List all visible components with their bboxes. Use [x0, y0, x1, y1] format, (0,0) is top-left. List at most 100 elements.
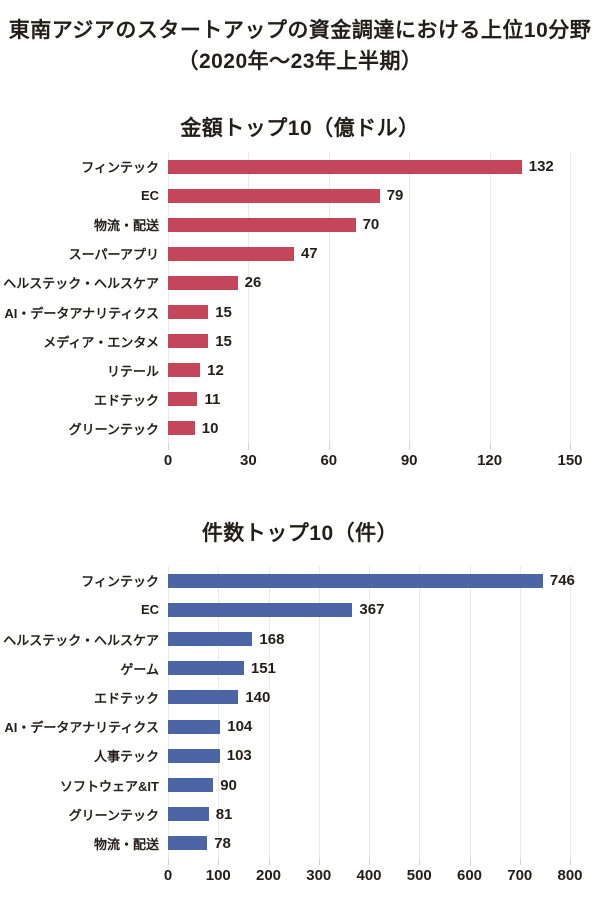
- category-label: 物流・配送: [93, 218, 159, 234]
- bar-row: リテール 12: [107, 356, 570, 385]
- bar-rows: フィンテック 746 EC 367 ヘルステック・ヘルスケア 168 ゲーム 151 エドテック…: [3, 566, 575, 858]
- category-label: ヘルステック・ヘルスケア: [3, 632, 159, 648]
- category-label: フィンテック: [81, 160, 159, 176]
- bar-row: メディア・エンタメ 15: [43, 327, 570, 356]
- value-label: 140: [245, 688, 271, 706]
- axis-tick-label: 700: [507, 867, 533, 884]
- bar: [168, 363, 201, 378]
- value-label: 15: [215, 332, 232, 350]
- axis-tick-label: 0: [163, 867, 173, 884]
- gridline: [570, 566, 571, 858]
- axis-tick-label: 90: [400, 452, 418, 469]
- gridline: [218, 566, 220, 858]
- axis-tick: [328, 443, 330, 450]
- axis-tick: [369, 858, 370, 865]
- chart-funding-amount-title: 金額トップ10（億ドル）: [180, 117, 420, 140]
- value-label: 168: [259, 630, 285, 648]
- bar: [168, 602, 353, 617]
- value-label: 78: [214, 834, 231, 852]
- bar-rows: フィンテック 132 EC 79 物流・配送 70 スーパーアプリ 47 ヘルステック・ヘルスケ…: [3, 152, 570, 443]
- bar: [168, 719, 221, 734]
- bar-row: フィンテック 746: [81, 566, 575, 595]
- bar-row: グリーンテック 81: [69, 800, 570, 829]
- axis-tick-label: 100: [205, 867, 231, 884]
- value-label: 11: [204, 390, 221, 408]
- value-label: 47: [300, 245, 318, 263]
- bar: [168, 392, 198, 407]
- gridline: [318, 566, 320, 858]
- gridline: [419, 566, 421, 858]
- axis-tick: [268, 858, 270, 865]
- axis-tick-label: 120: [477, 452, 503, 469]
- chart-deal-count: 件数トップ10（件） 0 100 200 300 400 500 600 700 800 フィンテ…: [0, 517, 600, 884]
- gridline: [489, 152, 491, 443]
- axis-tick: [318, 858, 320, 865]
- axis-tick-label: 30: [240, 452, 257, 469]
- axis-tick-label: 200: [255, 867, 282, 884]
- bar-row: エドテック 11: [94, 385, 570, 414]
- axis-tick: [409, 443, 411, 450]
- category-label: グリーンテック: [68, 421, 159, 437]
- category-label: ゲーム: [120, 661, 159, 677]
- axis-tick: [469, 858, 471, 865]
- gridline: [268, 566, 270, 858]
- bar: [168, 632, 253, 646]
- value-label: 70: [362, 216, 380, 234]
- bar: [168, 305, 209, 320]
- axis-tick-label: 800: [557, 867, 583, 884]
- bar-row: AI・データアナリティクス 104: [4, 712, 570, 741]
- page-title-line1: 東南アジアのスタートアップの資金調達における上位10分野: [8, 19, 592, 42]
- gridline: [328, 152, 330, 443]
- category-label: 物流・配送: [93, 836, 159, 852]
- axis-tick-label: 0: [163, 452, 173, 469]
- axis-tick-label: 600: [456, 867, 483, 884]
- bar-row: 物流・配送 70: [94, 210, 570, 239]
- bar-row: エドテック 140: [94, 683, 570, 712]
- gridline: [570, 152, 571, 443]
- value-label: 151: [250, 659, 276, 677]
- axis-tick-label: 60: [320, 452, 338, 469]
- bar-row: AI・データアナリティクス 15: [4, 297, 570, 326]
- bar: [168, 246, 294, 261]
- bar: [168, 188, 380, 203]
- bar: [168, 334, 209, 349]
- gridline: [369, 566, 370, 858]
- bar: [168, 159, 522, 174]
- category-label: 人事テック: [93, 749, 159, 765]
- gridline: [168, 566, 169, 858]
- chart-deal-count-title: 件数トップ10（件）: [201, 522, 399, 545]
- value-label: 90: [220, 776, 237, 794]
- axis-tick: [419, 858, 421, 865]
- axis-tick: [570, 858, 571, 865]
- axis-tick-label: 300: [306, 867, 332, 884]
- bar-row: EC 367: [141, 595, 570, 624]
- gridline: [168, 152, 169, 443]
- bar: [168, 778, 214, 793]
- bar-row: フィンテック 132: [81, 152, 570, 181]
- bar: [168, 421, 195, 436]
- category-label: メディア・エンタメ: [43, 334, 159, 350]
- bar: [168, 690, 239, 705]
- bar-row: 人事テック 103: [94, 741, 570, 770]
- page-title: 東南アジアのスタートアップの資金調達における上位10分野 （2020年〜23年上…: [0, 15, 600, 77]
- page-title-line2: （2020年〜23年上半期）: [177, 50, 423, 73]
- value-label: 103: [226, 747, 252, 765]
- gridline: [469, 566, 471, 858]
- bar-row: グリーンテック 10: [69, 414, 570, 443]
- bar-row: 物流・配送 78: [94, 829, 570, 858]
- bar: [168, 836, 208, 851]
- value-label: 81: [215, 805, 233, 823]
- category-label: AI・データアナリティクス: [4, 305, 159, 321]
- value-label: 26: [244, 274, 262, 292]
- chart-funding-amount-plot: 0 30 60 90 120 150 フィンテック 132 EC 79 物流・配送 70 スーパーアプリ…: [3, 152, 583, 469]
- bar-row: ヘルステック・ヘルスケア 26: [3, 268, 570, 297]
- bar-row: EC 79: [141, 181, 570, 210]
- gridline: [248, 152, 250, 443]
- bar: [168, 748, 220, 763]
- axis-tick: [570, 443, 571, 450]
- chart-funding-amount: 金額トップ10（億ドル） 0 30 60 90 120 150 フィンテック 132 EC 79 物…: [0, 112, 600, 469]
- category-label: リテール: [106, 363, 159, 379]
- value-label: 104: [227, 718, 253, 736]
- bar: [168, 661, 244, 676]
